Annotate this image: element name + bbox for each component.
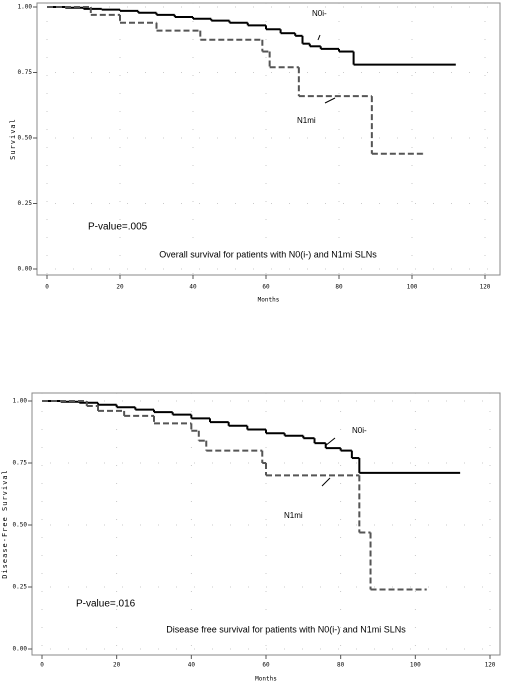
y-tick-label: 0.50 <box>18 135 33 142</box>
chart-title: Disease free survival for patients with … <box>166 624 406 634</box>
y-axis-label: Survival <box>9 118 17 160</box>
chart-title: Overall survival for patients with N0(i-… <box>159 249 377 259</box>
legend-pointer <box>317 34 321 41</box>
legend-pointer <box>324 437 336 447</box>
legend-label: N1mi <box>284 511 303 520</box>
y-tick-label: 0.00 <box>18 266 33 273</box>
x-tick-label: 20 <box>116 284 124 291</box>
x-tick-label: 40 <box>188 662 196 669</box>
y-tick-label: 0.75 <box>13 460 28 467</box>
x-tick-label: 100 <box>410 662 421 669</box>
plot-frame <box>36 2 501 276</box>
legend-label: N0i- <box>312 9 327 18</box>
legend-pointer <box>324 97 336 104</box>
y-tick-label: 0.50 <box>13 522 28 529</box>
x-tick-label: 0 <box>40 662 44 669</box>
p-value: P-value=.016 <box>76 599 136 610</box>
x-axis-label: Months <box>255 676 277 683</box>
x-axis-label: Months <box>258 297 280 304</box>
y-tick-label: 1.00 <box>18 4 33 11</box>
y-tick-label: 0.00 <box>13 646 28 653</box>
x-tick-label: 80 <box>337 662 345 669</box>
y-tick-label: 1.00 <box>13 398 28 405</box>
x-tick-label: 120 <box>485 662 496 669</box>
chart-panel: 0 20 40 60 80 100 120 0.00 0.25 0.50 0.75 1.00 Month… <box>1 392 501 683</box>
y-tick-label: 0.25 <box>13 584 28 591</box>
x-tick-label: 40 <box>189 284 197 291</box>
legend-pointer <box>321 477 331 487</box>
chart-panel: 0 20 40 60 80 100 120 0.00 0.25 0.50 0.75 1.00 Month… <box>9 2 501 304</box>
x-tick-label: 20 <box>113 662 121 669</box>
x-tick-label: 120 <box>480 284 491 291</box>
y-tick-label: 0.75 <box>18 69 33 76</box>
x-tick-label: 100 <box>407 284 418 291</box>
x-tick-label: 60 <box>262 284 270 291</box>
legend-label: N1mi <box>297 116 316 125</box>
x-tick-label: 60 <box>262 662 270 669</box>
y-tick-label: 0.25 <box>18 200 33 207</box>
legend-label: N0i- <box>352 426 367 435</box>
x-tick-label: 0 <box>45 284 49 291</box>
x-tick-label: 80 <box>335 284 343 291</box>
p-value: P-value=.005 <box>88 222 148 233</box>
y-axis-label: Disease-Free Survival <box>1 469 9 579</box>
